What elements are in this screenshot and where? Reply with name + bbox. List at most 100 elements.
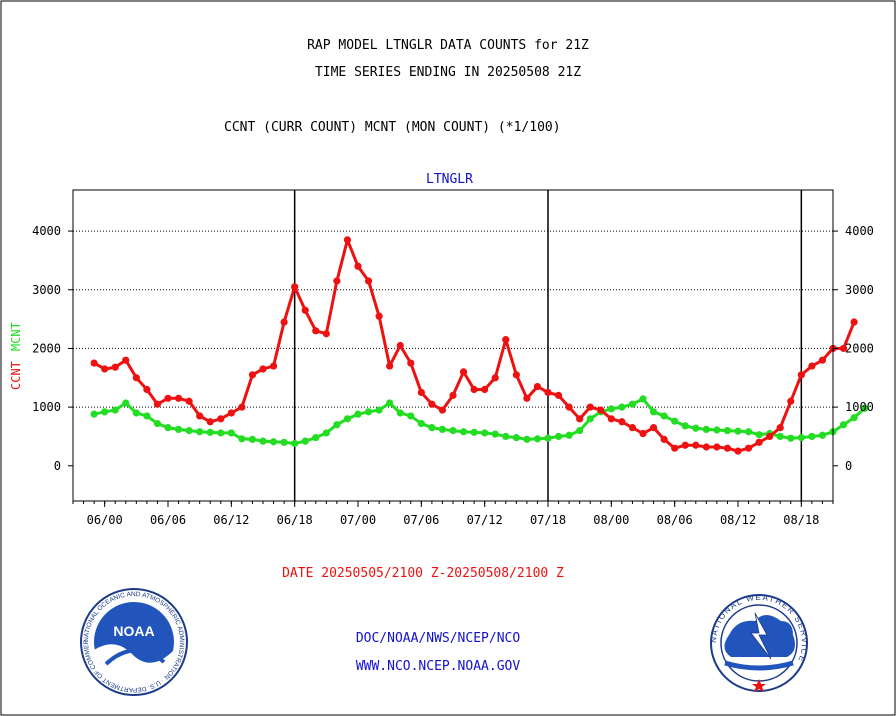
ccnt-data-point (787, 397, 795, 405)
mcnt-data-point (174, 425, 183, 434)
ccnt-data-point (90, 359, 98, 367)
ccnt-data-point (269, 362, 278, 370)
ccnt-data-point (839, 344, 848, 353)
mcnt-data-point (301, 437, 309, 445)
mcnt-data-point (312, 434, 320, 442)
mcnt-data-point (153, 419, 162, 428)
mcnt-data-point (639, 395, 647, 403)
y-tick-label-left: 4000 (32, 224, 61, 238)
mcnt-data-point (375, 406, 383, 414)
ccnt-data-point (333, 277, 341, 285)
ccnt-data-point (122, 356, 130, 364)
ccnt-data-point (702, 443, 710, 451)
ccnt-data-point (544, 388, 552, 397)
ccnt-data-point (280, 318, 288, 326)
mcnt-data-point (111, 406, 119, 414)
mcnt-data-point (776, 432, 784, 441)
ccnt-data-point (481, 385, 489, 394)
mcnt-data-point (586, 415, 594, 423)
ccnt-data-point (227, 409, 235, 417)
footer-line-1[interactable]: DOC/NOAA/NWS/NCEP/NCO (355, 631, 521, 646)
grid-lines (73, 230, 833, 408)
ccnt-data-point (776, 424, 784, 432)
x-tick-label: 07/06 (403, 513, 439, 527)
ccnt-data-point (607, 415, 615, 423)
ccnt-data-point (713, 443, 721, 451)
mcnt-data-point (407, 412, 415, 420)
y-axis-label-part: MCNT (9, 322, 23, 351)
ccnt-data-point (111, 363, 119, 371)
x-tick-label: 08/06 (657, 513, 693, 527)
ccnt-data-point (322, 330, 330, 338)
x-tick-label: 06/00 (87, 513, 123, 527)
day-boundary-lines (293, 190, 803, 501)
mcnt-data-point (491, 430, 499, 438)
mcnt-data-point (850, 414, 858, 422)
y-tick-label-right: 4000 (845, 224, 874, 238)
mcnt-data-point (470, 428, 478, 436)
x-tick-label: 06/06 (150, 513, 186, 527)
mcnt-data-point (544, 434, 552, 442)
mcnt-data-point (723, 426, 732, 435)
ccnt-data-point (766, 432, 774, 441)
mcnt-data-point (618, 403, 626, 411)
mcnt-data-point (132, 409, 140, 417)
y-tick-label-left: 3000 (32, 283, 61, 297)
mcnt-data-point (196, 428, 204, 436)
chart-title-line-1: RAP MODEL LTNGLR DATA COUNTS for 21Z (307, 38, 589, 53)
mcnt-data-point (259, 437, 267, 445)
mcnt-data-point (449, 426, 457, 435)
mcnt-data-point (206, 428, 214, 436)
ccnt-data-point (808, 362, 816, 370)
ccnt-data-point (660, 435, 668, 443)
mcnt-data-point (322, 429, 330, 437)
ccnt-data-point (649, 424, 658, 432)
ccnt-data-point (153, 400, 162, 408)
mcnt-data-point (143, 412, 151, 420)
mcnt-data-point (343, 415, 352, 423)
ccnt-data-point (755, 438, 763, 446)
mcnt-data-point (554, 432, 563, 441)
mcnt-data-point (818, 431, 827, 439)
mcnt-data-point (101, 408, 109, 416)
ccnt-data-point (597, 406, 605, 414)
mcnt-data-point (364, 408, 373, 416)
ccnt-data-point (312, 327, 320, 335)
ccnt-data-point (428, 400, 436, 408)
ccnt-data-point (554, 391, 563, 399)
ccnt-data-point (396, 341, 404, 350)
mcnt-data-point (90, 410, 98, 418)
footer-line-2[interactable]: WWW.NCO.NCEP.NOAA.GOV (355, 659, 521, 674)
ccnt-data-point (628, 424, 637, 432)
ccnt-data-point (407, 359, 415, 367)
x-tick-label: 07/00 (340, 513, 376, 527)
y-tick-label-left: 2000 (32, 341, 61, 355)
mcnt-data-point (438, 425, 447, 434)
plot-area-border (72, 189, 834, 502)
mcnt-data-point (164, 424, 172, 432)
ccnt-data-point (206, 418, 214, 426)
x-tick-label: 08/18 (783, 513, 819, 527)
mcnt-data-point (565, 431, 573, 439)
noaa-logo: NOAA NATIONAL OCEANIC AND ATMOSPHERIC AD… (80, 588, 188, 696)
mcnt-data-point (734, 427, 742, 435)
mcnt-data-point (808, 432, 816, 441)
mcnt-data-point (185, 426, 193, 435)
ccnt-data-point (850, 318, 858, 326)
mcnt-data-point (481, 429, 489, 437)
mcnt-data-point (607, 405, 615, 413)
ccnt-data-point (470, 385, 478, 394)
ccnt-data-point (417, 388, 425, 397)
ccnt-data-point (576, 415, 584, 423)
mcnt-data-point (269, 438, 278, 446)
ccnt-data-point (438, 406, 447, 414)
ccnt-data-point (217, 415, 225, 423)
x-tick-label: 08/00 (593, 513, 629, 527)
mcnt-data-point (744, 428, 753, 436)
ccnt-data-point (797, 371, 805, 379)
chart-subtitle: CCNT (CURR COUNT) MCNT (MON COUNT) (*1/1… (224, 120, 561, 135)
ccnt-data-point (101, 365, 109, 373)
mcnt-data-point (428, 424, 436, 432)
